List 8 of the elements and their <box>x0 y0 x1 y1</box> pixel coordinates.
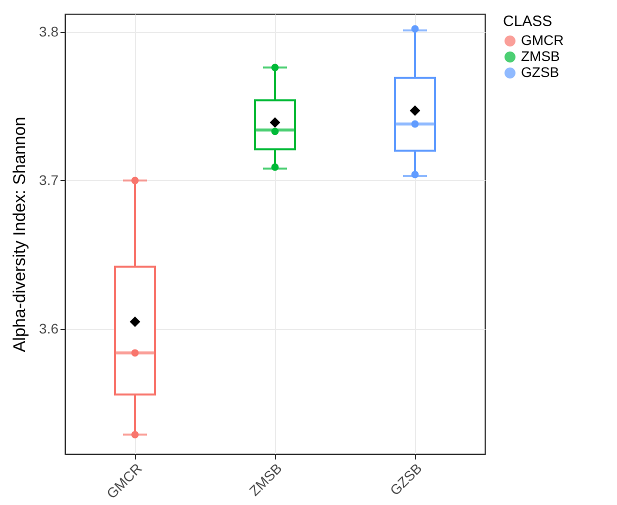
y-tick-label: 3.8 <box>39 23 59 40</box>
legend-label: ZMSB <box>521 48 560 64</box>
y-tick-label: 3.6 <box>39 320 59 337</box>
y-tick-label: 3.7 <box>39 172 59 188</box>
legend-title: CLASS <box>503 13 552 30</box>
legend-label: GZSB <box>521 64 560 80</box>
legend-label: GMCR <box>521 32 564 48</box>
y-axis-title: Alpha-diversity Index: Shannon <box>10 116 30 352</box>
